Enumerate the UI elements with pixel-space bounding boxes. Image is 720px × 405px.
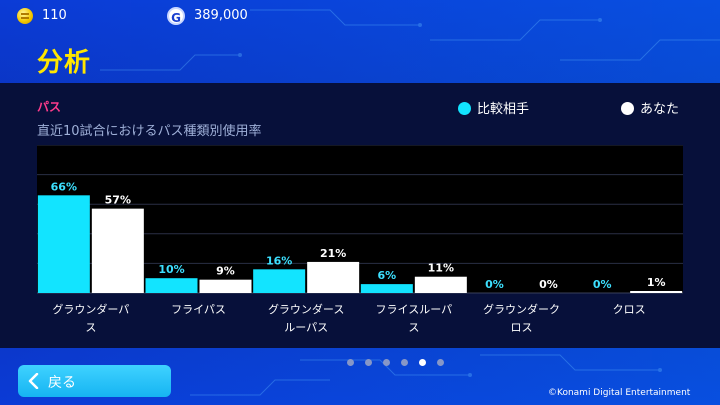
- data-label-rival: 6%: [377, 269, 396, 282]
- page-indicator[interactable]: [347, 351, 455, 366]
- data-label-you: 9%: [216, 265, 235, 278]
- category-label: グラウンダーパ: [52, 302, 129, 316]
- bar-rival: [253, 269, 306, 293]
- page-dot[interactable]: [365, 359, 372, 366]
- section-label: パス: [37, 100, 62, 114]
- copyright: ©Konami Digital Entertainment: [548, 388, 691, 398]
- legend-rival-swatch: [458, 102, 471, 115]
- category-label: グラウンダーク: [483, 302, 560, 316]
- bar-you: [414, 276, 467, 293]
- category-label: ロス: [511, 321, 533, 334]
- status-bar: 110 G 389,000: [0, 0, 720, 32]
- data-label-you: 1%: [647, 276, 666, 289]
- chevron-left-icon: [28, 373, 39, 389]
- back-button[interactable]: 戻る: [18, 365, 171, 397]
- data-label-rival: 0%: [485, 278, 504, 291]
- back-button-label: 戻る: [48, 375, 76, 391]
- chart-subtitle: 直近10試合におけるパス種類別使用率: [37, 124, 262, 139]
- data-label-you: 0%: [539, 278, 558, 291]
- page-dot[interactable]: [383, 359, 390, 366]
- data-label-you: 57%: [105, 194, 131, 207]
- category-label: フライパス: [171, 303, 226, 316]
- bar-you: [630, 291, 683, 293]
- bar-you: [199, 279, 252, 293]
- category-label: クロス: [613, 303, 646, 316]
- data-label-rival: 0%: [593, 278, 612, 291]
- coin-count: 110: [42, 8, 67, 23]
- gp-icon: G: [167, 7, 185, 25]
- category-label: ス: [408, 321, 419, 334]
- data-label-you: 11%: [428, 262, 454, 275]
- page-title: 分析: [37, 48, 92, 78]
- bar-you: [91, 208, 144, 293]
- bar-rival: [37, 195, 90, 293]
- page-dot[interactable]: [401, 359, 408, 366]
- bar-rival: [145, 278, 198, 293]
- category-label: ルーパス: [284, 321, 328, 334]
- page-dot[interactable]: [347, 359, 354, 366]
- legend-rival: 比較相手: [458, 98, 529, 117]
- page-dot[interactable]: [437, 359, 444, 366]
- category-label: ス: [85, 321, 96, 334]
- data-label-rival: 16%: [266, 254, 292, 267]
- data-label-rival: 10%: [158, 263, 184, 276]
- plot-area: [37, 145, 683, 293]
- legend-you: あなた: [621, 98, 679, 117]
- page-dot[interactable]: [419, 359, 426, 366]
- bar-rival: [360, 284, 413, 293]
- legend-rival-label: 比較相手: [477, 102, 530, 117]
- legend-you-swatch: [621, 102, 634, 115]
- coin-icon: [17, 8, 33, 24]
- data-label-rival: 66%: [51, 180, 77, 193]
- bar-you: [307, 261, 360, 293]
- data-label-you: 21%: [320, 247, 346, 260]
- legend-you-label: あなた: [640, 102, 680, 117]
- category-label: フライスルーパ: [376, 303, 453, 316]
- category-label: グラウンダース: [268, 302, 344, 316]
- gp-count: 389,000: [194, 8, 248, 23]
